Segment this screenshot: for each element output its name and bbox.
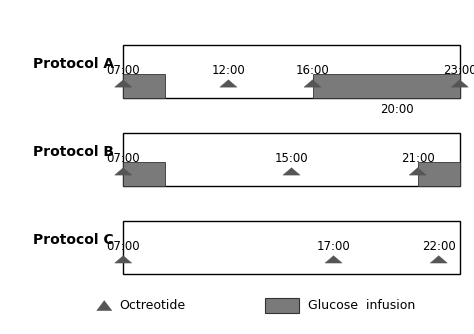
Polygon shape bbox=[220, 80, 237, 87]
Text: 20:00: 20:00 bbox=[380, 103, 413, 116]
Polygon shape bbox=[97, 301, 112, 311]
Bar bbox=[123, 133, 460, 186]
Polygon shape bbox=[409, 168, 426, 175]
Text: Glucose  infusion: Glucose infusion bbox=[308, 299, 415, 312]
Bar bbox=[123, 221, 460, 274]
Text: 07:00: 07:00 bbox=[107, 64, 140, 77]
Text: Protocol A: Protocol A bbox=[33, 57, 114, 71]
Text: 22:00: 22:00 bbox=[422, 240, 456, 253]
Bar bbox=[123, 74, 165, 98]
Bar bbox=[123, 45, 460, 98]
Bar bbox=[123, 162, 165, 186]
Polygon shape bbox=[451, 80, 468, 87]
Polygon shape bbox=[115, 80, 132, 87]
Polygon shape bbox=[430, 256, 447, 263]
Text: 21:00: 21:00 bbox=[401, 152, 435, 165]
Polygon shape bbox=[325, 256, 342, 263]
Bar bbox=[418, 162, 460, 186]
Text: 15:00: 15:00 bbox=[275, 152, 308, 165]
Bar bbox=[265, 298, 299, 313]
Text: Octreotide: Octreotide bbox=[119, 299, 185, 312]
Text: Protocol C: Protocol C bbox=[33, 232, 114, 246]
Text: 17:00: 17:00 bbox=[317, 240, 350, 253]
Text: 12:00: 12:00 bbox=[211, 64, 245, 77]
Polygon shape bbox=[115, 256, 132, 263]
Text: 07:00: 07:00 bbox=[107, 152, 140, 165]
Text: 16:00: 16:00 bbox=[296, 64, 329, 77]
Polygon shape bbox=[115, 168, 132, 175]
Bar bbox=[312, 74, 460, 98]
Text: Protocol B: Protocol B bbox=[33, 145, 114, 159]
Text: 07:00: 07:00 bbox=[107, 240, 140, 253]
Polygon shape bbox=[283, 168, 300, 175]
Polygon shape bbox=[304, 80, 321, 87]
Text: 23:00: 23:00 bbox=[443, 64, 474, 77]
